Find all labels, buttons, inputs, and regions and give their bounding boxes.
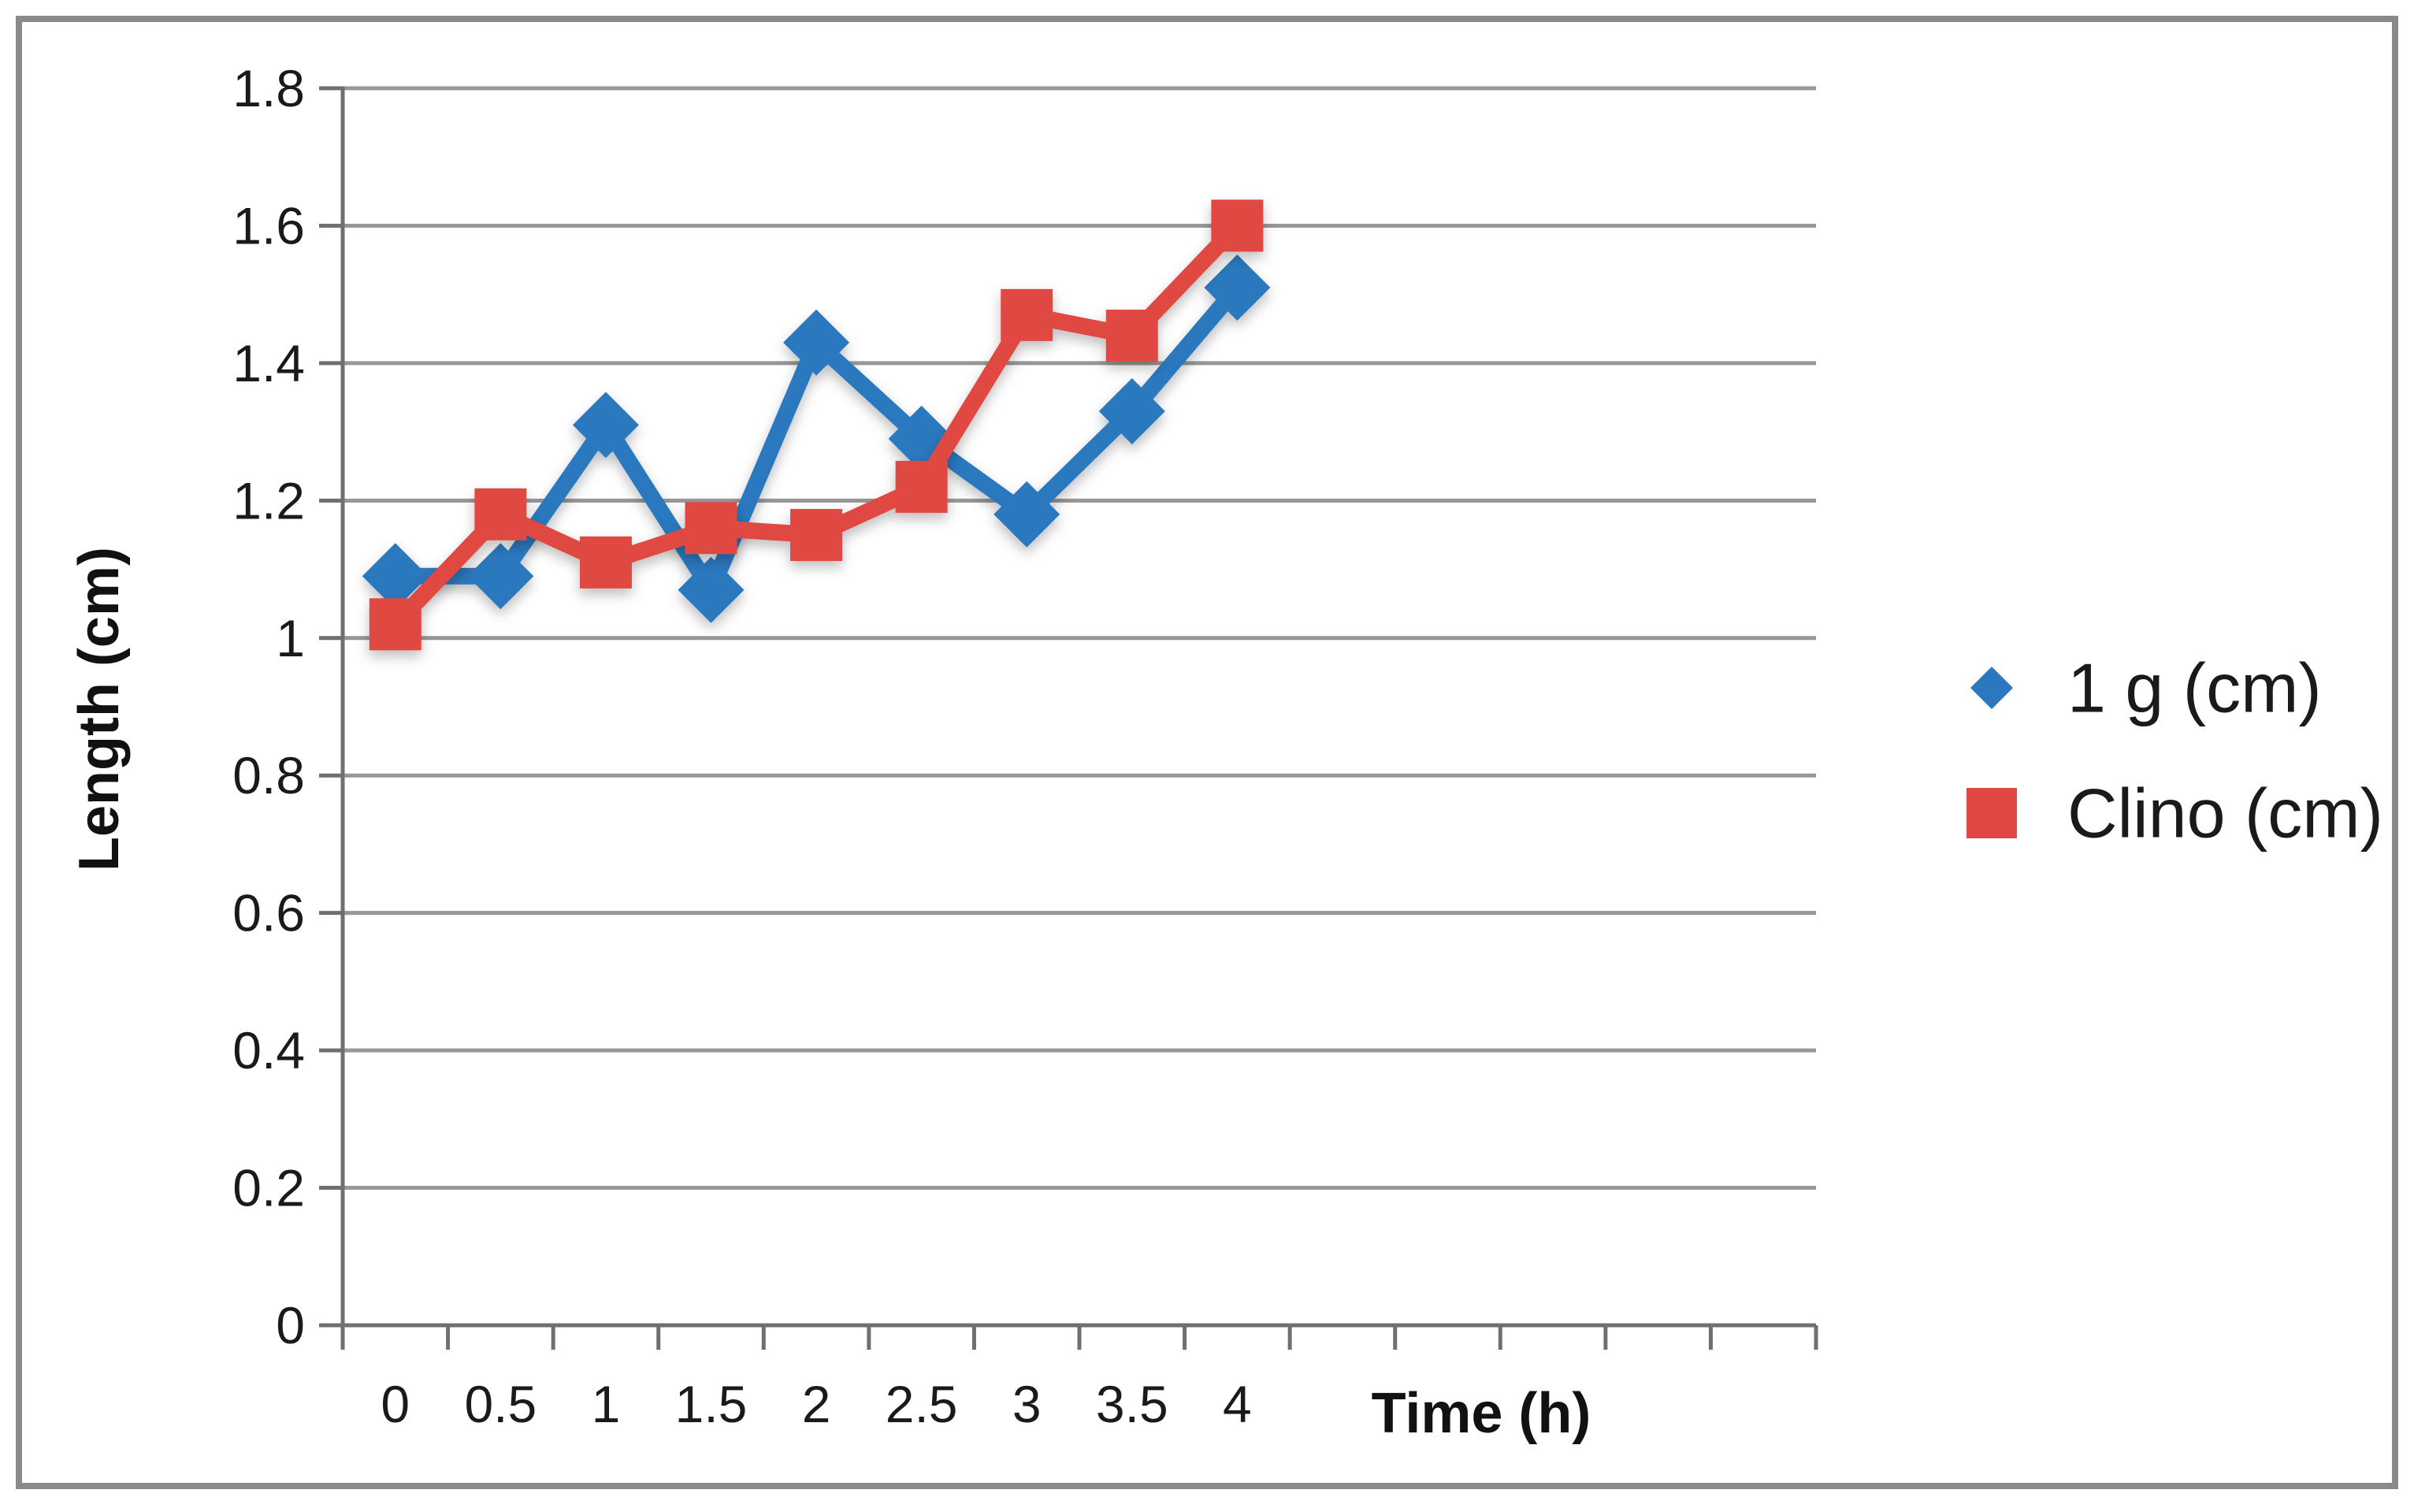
x-tick-label: 3 (1012, 1375, 1042, 1433)
y-tick-label: 0.2 (232, 1159, 305, 1217)
marker-square (895, 460, 948, 513)
marker-diamond (1204, 254, 1271, 321)
y-tick-label: 0.6 (232, 884, 305, 942)
y-tick-label: 0.8 (232, 746, 305, 804)
y-tick-label: 0 (276, 1296, 305, 1354)
figure-border (16, 16, 2398, 1489)
marker-diamond (362, 543, 429, 610)
y-tick-label: 1.4 (232, 334, 305, 392)
marker-diamond (1970, 667, 2013, 709)
y-tick-label: 0.4 (232, 1021, 305, 1079)
marker-square (579, 536, 632, 589)
x-tick-label: 1.5 (675, 1375, 748, 1433)
marker-square (1001, 288, 1053, 341)
marker-square (685, 502, 737, 555)
marker-diamond (1098, 377, 1165, 444)
marker-diamond (572, 392, 639, 459)
x-tick-label: 1 (592, 1375, 621, 1433)
marker-square (1211, 199, 1264, 252)
x-tick-label: 2 (802, 1375, 831, 1433)
x-tick-label: 0.5 (464, 1375, 537, 1433)
marker-square (474, 488, 527, 541)
y-tick-label: 1 (276, 609, 305, 667)
series-clino-cm- (369, 199, 1264, 651)
marker-square (1105, 310, 1158, 362)
marker-square (369, 598, 422, 651)
legend-label: 1 g (cm) (2067, 649, 2322, 727)
y-tick-label: 1.2 (232, 471, 305, 529)
marker-diamond (467, 543, 534, 610)
legend-label: Clino (cm) (2067, 775, 2383, 853)
plot-area: 0 0.2 0.4 0.6 0.8 1 1.2 1.4 1.6 1.8 0 0.5 1 1.5 2 2.5 3 3… (232, 59, 2383, 1433)
legend-item-1-g-cm-: 1 g (cm) (1920, 649, 2322, 727)
marker-square (790, 508, 843, 561)
x-tick-label: 3.5 (1096, 1375, 1168, 1433)
y-tick-label: 1.6 (232, 196, 305, 254)
marker-diamond (678, 556, 745, 623)
legend-item-clino-cm-: Clino (cm) (1920, 775, 2383, 853)
x-tick-label: 4 (1223, 1375, 1252, 1433)
marker-diamond (783, 309, 850, 376)
marker-diamond (993, 481, 1060, 548)
marker-square (1966, 788, 2017, 838)
y-axis-title: Length (cm) (68, 547, 131, 871)
x-axis-title: Time (h) (1372, 1382, 1591, 1445)
y-tick-label: 1.8 (232, 59, 305, 117)
x-tick-label: 0 (381, 1375, 410, 1433)
x-tick-label: 2.5 (886, 1375, 958, 1433)
